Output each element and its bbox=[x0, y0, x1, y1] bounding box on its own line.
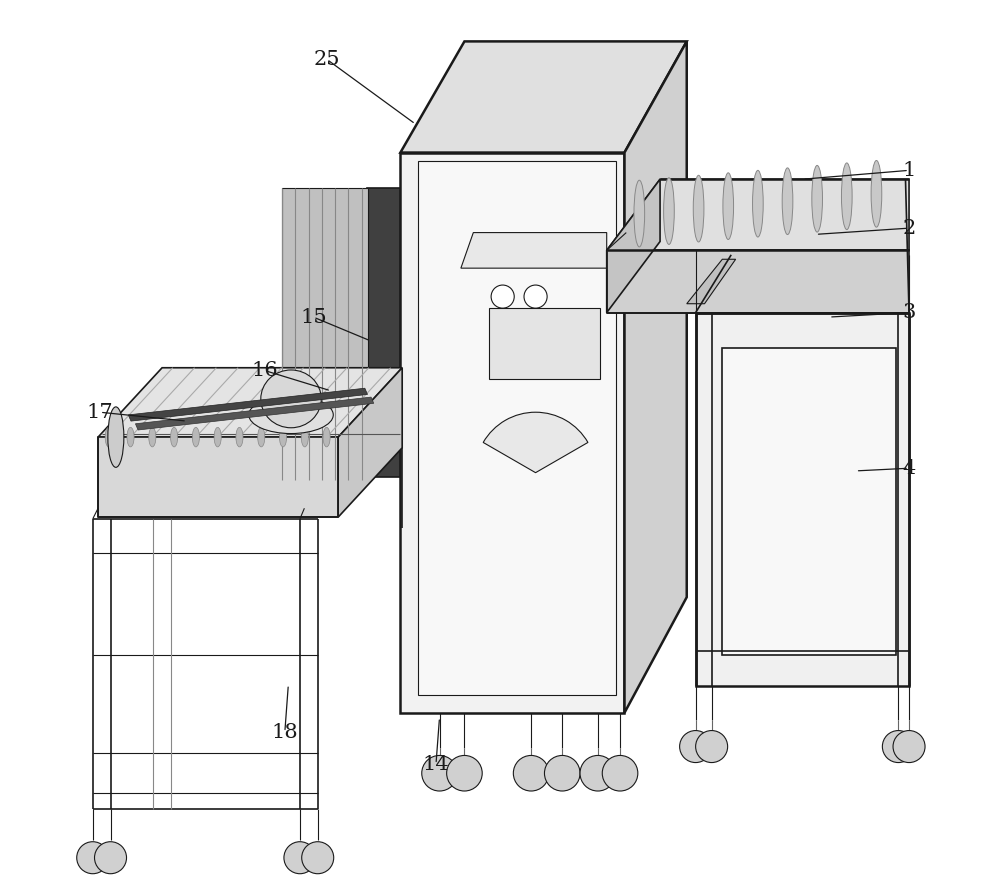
Circle shape bbox=[491, 285, 514, 308]
Ellipse shape bbox=[634, 180, 645, 247]
Text: 18: 18 bbox=[271, 723, 298, 742]
Text: 25: 25 bbox=[313, 50, 340, 69]
Ellipse shape bbox=[171, 427, 178, 447]
Ellipse shape bbox=[108, 407, 124, 467]
Circle shape bbox=[580, 756, 616, 791]
Polygon shape bbox=[687, 260, 736, 303]
Circle shape bbox=[882, 731, 914, 763]
Polygon shape bbox=[135, 397, 374, 430]
Circle shape bbox=[544, 756, 580, 791]
Ellipse shape bbox=[192, 427, 199, 447]
Ellipse shape bbox=[258, 427, 265, 447]
Circle shape bbox=[284, 842, 316, 874]
Ellipse shape bbox=[812, 165, 822, 232]
Ellipse shape bbox=[693, 176, 704, 242]
Text: 3: 3 bbox=[902, 303, 916, 322]
Circle shape bbox=[696, 731, 728, 763]
Circle shape bbox=[602, 756, 638, 791]
Polygon shape bbox=[418, 161, 616, 695]
Text: 4: 4 bbox=[902, 458, 916, 478]
Polygon shape bbox=[696, 312, 909, 686]
Polygon shape bbox=[722, 348, 896, 655]
Polygon shape bbox=[607, 179, 660, 312]
Polygon shape bbox=[624, 41, 687, 713]
Polygon shape bbox=[607, 179, 909, 251]
Ellipse shape bbox=[261, 370, 321, 428]
Polygon shape bbox=[400, 41, 687, 153]
Text: 17: 17 bbox=[87, 402, 113, 422]
Text: 2: 2 bbox=[902, 219, 916, 237]
Circle shape bbox=[302, 842, 334, 874]
Ellipse shape bbox=[149, 427, 156, 447]
Text: 1: 1 bbox=[902, 161, 916, 180]
Circle shape bbox=[524, 285, 547, 308]
Ellipse shape bbox=[249, 396, 333, 434]
Ellipse shape bbox=[105, 427, 112, 447]
Polygon shape bbox=[461, 233, 607, 268]
Ellipse shape bbox=[127, 427, 134, 447]
Ellipse shape bbox=[664, 178, 674, 244]
Polygon shape bbox=[98, 437, 338, 517]
Circle shape bbox=[513, 756, 549, 791]
Circle shape bbox=[893, 731, 925, 763]
Ellipse shape bbox=[323, 427, 330, 447]
Polygon shape bbox=[607, 251, 909, 312]
Polygon shape bbox=[282, 188, 368, 480]
Text: 15: 15 bbox=[300, 308, 327, 326]
Circle shape bbox=[422, 756, 457, 791]
Circle shape bbox=[77, 842, 109, 874]
Ellipse shape bbox=[753, 170, 763, 237]
Wedge shape bbox=[483, 412, 588, 473]
Circle shape bbox=[680, 731, 712, 763]
Polygon shape bbox=[128, 388, 368, 421]
Text: 16: 16 bbox=[251, 361, 278, 380]
Ellipse shape bbox=[841, 163, 852, 229]
Polygon shape bbox=[400, 153, 624, 713]
Text: 14: 14 bbox=[423, 755, 449, 774]
Ellipse shape bbox=[236, 427, 243, 447]
Bar bbox=[489, 308, 600, 379]
Circle shape bbox=[447, 756, 482, 791]
Ellipse shape bbox=[723, 173, 734, 240]
Ellipse shape bbox=[871, 161, 882, 227]
Ellipse shape bbox=[214, 427, 221, 447]
Circle shape bbox=[95, 842, 127, 874]
Polygon shape bbox=[367, 188, 400, 477]
Ellipse shape bbox=[782, 168, 793, 235]
Ellipse shape bbox=[279, 427, 287, 447]
Ellipse shape bbox=[301, 427, 308, 447]
Polygon shape bbox=[98, 368, 402, 437]
Polygon shape bbox=[338, 368, 402, 517]
